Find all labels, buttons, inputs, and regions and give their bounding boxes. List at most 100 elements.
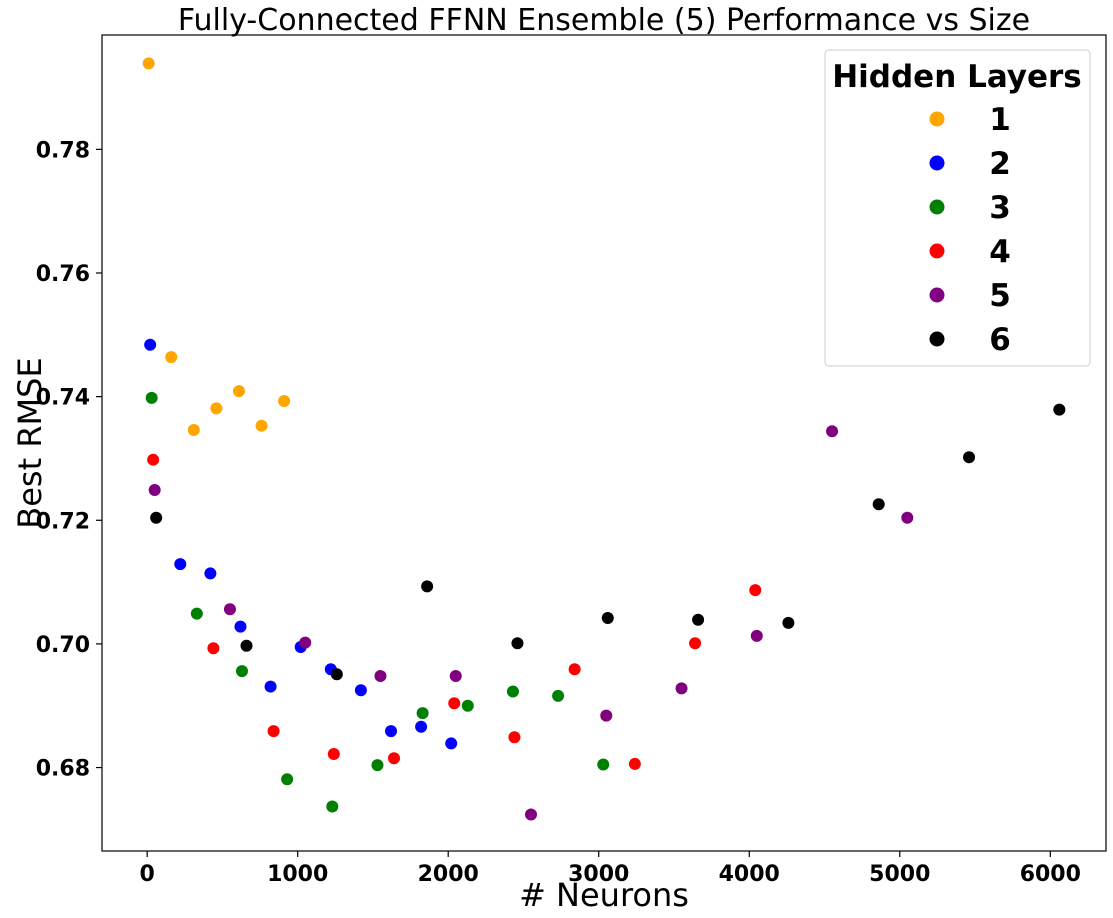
- data-point: [354, 684, 367, 697]
- legend-label: 2: [989, 146, 1011, 182]
- x-axis: 0 1000 2000 3000 4000 5000 6000: [140, 851, 1081, 887]
- data-point: [165, 351, 178, 364]
- data-point: [374, 670, 387, 683]
- data-point: [568, 663, 581, 676]
- data-point: [187, 424, 200, 437]
- data-point: [388, 752, 401, 765]
- y-tick-label: 0.76: [36, 262, 90, 287]
- data-point: [150, 511, 163, 524]
- legend-label: 6: [989, 322, 1011, 358]
- y-tick-label: 0.68: [36, 757, 90, 782]
- data-point: [330, 668, 343, 681]
- series-hidden-layers-5: [148, 425, 914, 821]
- data-point: [421, 580, 434, 593]
- data-point: [675, 682, 688, 695]
- data-point: [147, 453, 160, 466]
- x-tick-label: 3000: [568, 862, 629, 887]
- x-tick-label: 6000: [1020, 862, 1081, 887]
- x-axis-label: # Neurons: [519, 876, 689, 914]
- legend-items: 1 2 3 4 5 6: [929, 102, 1011, 358]
- chart-title: Fully-Connected FFNN Ensemble (5) Perfor…: [178, 3, 1030, 38]
- legend-marker: [929, 243, 945, 259]
- data-point: [190, 607, 203, 620]
- y-tick-label: 0.70: [36, 633, 90, 658]
- data-point: [449, 670, 462, 683]
- y-tick-label: 0.74: [36, 386, 90, 411]
- legend-marker: [929, 199, 945, 215]
- data-point: [901, 511, 914, 524]
- legend-label: 3: [989, 190, 1011, 226]
- data-point: [174, 558, 187, 571]
- data-point: [1053, 403, 1066, 416]
- data-point: [264, 680, 277, 693]
- data-point: [204, 567, 217, 580]
- legend-box: [824, 49, 1091, 367]
- series-hidden-layers-1: [142, 57, 291, 437]
- data-point: [148, 483, 161, 496]
- data-point: [749, 584, 762, 597]
- legend-marker: [929, 111, 945, 127]
- data-point: [461, 699, 474, 712]
- data-point: [600, 709, 613, 722]
- data-point: [782, 616, 795, 629]
- legend-marker: [929, 155, 945, 171]
- y-axis-label: Best RMSE: [11, 357, 49, 528]
- legend-marker: [929, 331, 945, 347]
- data-point: [327, 747, 340, 760]
- data-point: [326, 800, 339, 813]
- data-point: [234, 620, 247, 633]
- data-point: [448, 697, 461, 710]
- plot-area: [142, 57, 1066, 821]
- data-point: [416, 707, 429, 720]
- y-tick-label: 0.72: [36, 509, 90, 534]
- data-point: [223, 603, 236, 616]
- x-tick-label: 5000: [869, 862, 930, 887]
- data-point: [278, 394, 291, 407]
- data-point: [750, 629, 763, 642]
- legend-marker: [929, 287, 945, 303]
- data-point: [142, 57, 155, 70]
- data-point: [511, 637, 524, 650]
- data-point: [506, 685, 519, 698]
- data-point: [371, 759, 384, 772]
- data-point: [597, 758, 610, 771]
- data-point: [299, 636, 312, 649]
- data-point: [692, 613, 705, 626]
- data-point: [210, 402, 223, 415]
- series-hidden-layers-6: [150, 403, 1066, 681]
- data-point: [385, 725, 398, 738]
- y-axis: 0.68 0.70 0.72 0.74 0.76 0.78: [36, 138, 102, 782]
- y-tick-label: 0.78: [36, 138, 90, 163]
- data-point: [601, 611, 614, 624]
- legend-label: 4: [989, 234, 1011, 270]
- legend-label: 5: [989, 278, 1011, 314]
- data-point: [207, 642, 220, 655]
- data-point: [255, 419, 268, 432]
- data-point: [240, 639, 253, 652]
- data-point: [826, 425, 839, 438]
- data-point: [232, 385, 245, 398]
- data-point: [281, 773, 294, 786]
- data-point: [552, 689, 565, 702]
- data-point: [445, 737, 458, 750]
- data-point: [524, 808, 537, 821]
- legend-title: Hidden Layers: [832, 59, 1082, 95]
- x-tick-label: 4000: [719, 862, 780, 887]
- data-point: [267, 725, 280, 738]
- series-hidden-layers-4: [147, 453, 762, 770]
- data-point: [628, 757, 641, 770]
- data-point: [508, 731, 521, 744]
- x-tick-label: 0: [140, 862, 155, 887]
- data-point: [145, 391, 158, 404]
- data-point: [963, 451, 976, 464]
- data-point: [689, 637, 702, 650]
- x-tick-label: 2000: [418, 862, 479, 887]
- plot-frame: [101, 34, 1107, 852]
- legend-label: 1: [989, 102, 1011, 138]
- series-hidden-layers-3: [145, 391, 610, 813]
- legend: Hidden Layers 1 2 3 4 5 6: [824, 49, 1091, 367]
- data-point: [415, 720, 428, 733]
- x-tick-label: 1000: [267, 862, 328, 887]
